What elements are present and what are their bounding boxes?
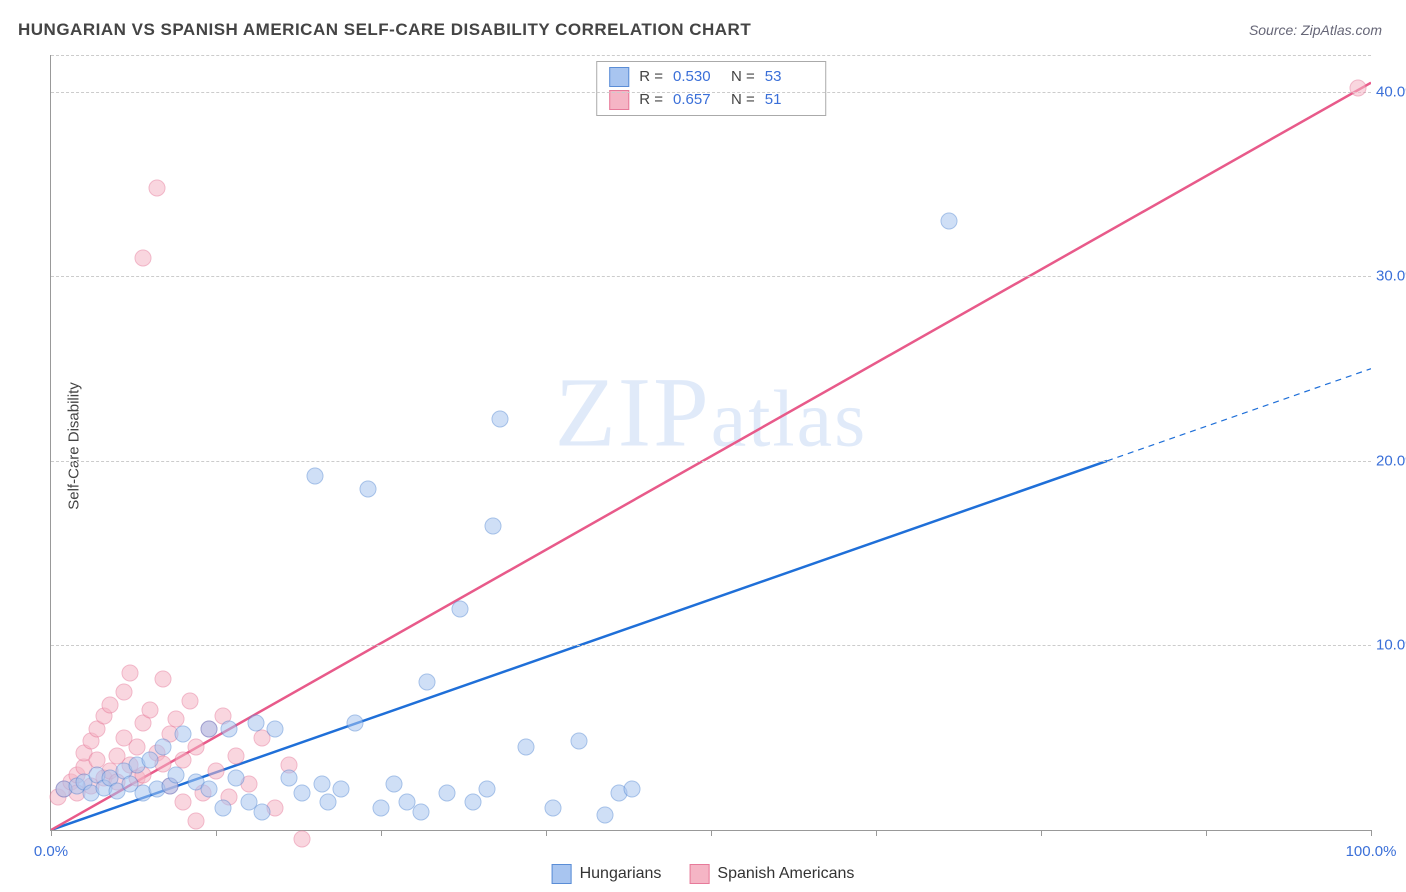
source-attribution: Source: ZipAtlas.com <box>1249 22 1382 38</box>
series-legend: Hungarians Spanish Americans <box>552 864 855 884</box>
regression-lines <box>51 55 1371 830</box>
data-point <box>227 748 244 765</box>
data-point <box>148 179 165 196</box>
swatch-pink-icon <box>689 864 709 884</box>
swatch-blue-icon <box>609 67 629 87</box>
ytick-label: 30.0% <box>1376 268 1406 285</box>
data-point <box>478 781 495 798</box>
data-point <box>491 410 508 427</box>
r-label: R = <box>639 66 663 89</box>
data-point <box>102 696 119 713</box>
xtick <box>876 830 877 836</box>
gridline <box>51 276 1371 277</box>
data-point <box>940 213 957 230</box>
data-point <box>188 738 205 755</box>
data-point <box>373 799 390 816</box>
legend-item-blue: Hungarians <box>552 864 662 884</box>
data-point <box>333 781 350 798</box>
swatch-blue-icon <box>552 864 572 884</box>
data-point <box>115 683 132 700</box>
data-point <box>518 738 535 755</box>
gridline <box>51 461 1371 462</box>
stats-legend: R = 0.530 N = 53 R = 0.657 N = 51 <box>596 61 826 116</box>
xtick <box>381 830 382 836</box>
data-point <box>214 799 231 816</box>
n-value-blue: 53 <box>765 66 813 89</box>
data-point <box>571 733 588 750</box>
data-point <box>201 781 218 798</box>
data-point <box>188 812 205 829</box>
legend-label-blue: Hungarians <box>580 865 662 883</box>
data-point <box>175 794 192 811</box>
xtick-label: 100.0% <box>1346 843 1397 860</box>
data-point <box>544 799 561 816</box>
xtick <box>1371 830 1372 836</box>
data-point <box>208 762 225 779</box>
xtick <box>1041 830 1042 836</box>
ytick-label: 40.0% <box>1376 83 1406 100</box>
data-point <box>313 775 330 792</box>
gridline <box>51 645 1371 646</box>
data-point <box>221 720 238 737</box>
ytick-label: 20.0% <box>1376 452 1406 469</box>
stats-row-blue: R = 0.530 N = 53 <box>609 66 813 89</box>
data-point <box>623 781 640 798</box>
gridline <box>51 92 1371 93</box>
gridline <box>51 55 1371 56</box>
ytick-label: 10.0% <box>1376 637 1406 654</box>
data-point <box>155 670 172 687</box>
data-point <box>346 714 363 731</box>
data-point <box>307 467 324 484</box>
data-point <box>386 775 403 792</box>
xtick <box>711 830 712 836</box>
watermark: ZIPatlas <box>555 354 868 469</box>
r-value-blue: 0.530 <box>673 66 721 89</box>
data-point <box>201 720 218 737</box>
xtick <box>1206 830 1207 836</box>
data-point <box>293 785 310 802</box>
data-point <box>227 770 244 787</box>
data-point <box>142 702 159 719</box>
data-point <box>280 770 297 787</box>
n-label: N = <box>731 66 755 89</box>
data-point <box>597 807 614 824</box>
data-point <box>452 600 469 617</box>
data-point <box>412 803 429 820</box>
data-point <box>247 714 264 731</box>
data-point <box>122 665 139 682</box>
data-point <box>168 766 185 783</box>
data-point <box>142 751 159 768</box>
data-point <box>254 803 271 820</box>
xtick <box>51 830 52 836</box>
xtick-label: 0.0% <box>34 843 68 860</box>
data-point <box>175 726 192 743</box>
data-point <box>439 785 456 802</box>
xtick <box>216 830 217 836</box>
data-point <box>359 480 376 497</box>
legend-item-pink: Spanish Americans <box>689 864 854 884</box>
data-point <box>1349 80 1366 97</box>
data-point <box>181 692 198 709</box>
data-point <box>293 831 310 848</box>
data-point <box>320 794 337 811</box>
data-point <box>419 674 436 691</box>
data-point <box>465 794 482 811</box>
legend-label-pink: Spanish Americans <box>717 865 854 883</box>
data-point <box>485 517 502 534</box>
xtick <box>546 830 547 836</box>
data-point <box>267 720 284 737</box>
chart-title: HUNGARIAN VS SPANISH AMERICAN SELF-CARE … <box>18 20 751 40</box>
scatter-plot-area: ZIPatlas R = 0.530 N = 53 R = 0.657 N = … <box>50 55 1371 831</box>
data-point <box>155 738 172 755</box>
data-point <box>135 249 152 266</box>
data-point <box>128 738 145 755</box>
